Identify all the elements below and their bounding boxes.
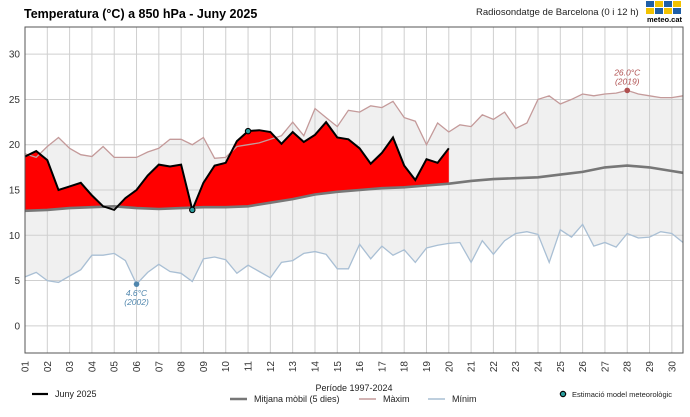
- x-tick-label: 26: [578, 361, 589, 373]
- x-tick-label: 27: [600, 361, 611, 373]
- anomaly-fill: [25, 122, 449, 211]
- legend-label-observed: Juny 2025: [55, 389, 97, 399]
- series-line-min: [24, 223, 684, 286]
- y-tick-label: 5: [14, 276, 20, 287]
- legend-label-mean: Mitjana mòbil (5 dies): [254, 394, 340, 404]
- estimate-point: [189, 206, 196, 214]
- x-tick-label: 29: [645, 361, 656, 373]
- series-line-mean: [24, 164, 684, 213]
- x-tick-label: 11: [244, 361, 255, 372]
- record-point-min: [133, 281, 140, 287]
- x-tick-label: 12: [266, 361, 277, 373]
- record-year-max: (2019): [615, 76, 640, 86]
- x-tick-label: 01: [21, 361, 32, 373]
- x-tick-label: 19: [422, 361, 433, 373]
- y-tick-label: 30: [9, 50, 21, 61]
- x-tick-label: 08: [177, 361, 188, 373]
- x-tick-label: 14: [310, 361, 321, 373]
- x-tick-label: 22: [489, 361, 500, 373]
- points-layer: 26.0°C(2019) 4.6°C(2002): [124, 67, 641, 307]
- x-tick-label: 04: [87, 361, 98, 373]
- plot-frame: [24, 26, 684, 354]
- series-layer: [24, 89, 684, 286]
- y-tick-label: 25: [9, 95, 21, 106]
- y-tick-label: 15: [9, 186, 21, 197]
- x-tick-label: 06: [132, 361, 143, 373]
- meteocat-logo: meteo.cat: [644, 0, 686, 26]
- x-tick-label: 02: [43, 361, 54, 373]
- legend-label-estimate: Estimació model meteorològic: [572, 390, 672, 399]
- x-tick-label: 09: [199, 361, 210, 373]
- record-point-max: [624, 87, 631, 94]
- x-tick-label: 15: [333, 361, 344, 373]
- x-tick-label: 21: [467, 361, 478, 373]
- legend-period-label: Període 1997-2024: [315, 383, 392, 393]
- estimate-point: [244, 127, 252, 135]
- logo-text: meteo.cat: [647, 15, 683, 24]
- legend-label-min: Mínim: [452, 394, 477, 404]
- x-tick-label: 28: [623, 361, 634, 373]
- x-tick-label: 17: [377, 361, 388, 373]
- record-label-min: 4.6°C: [126, 288, 148, 298]
- x-tick-label: 05: [110, 361, 121, 373]
- logo-icon: [646, 1, 681, 14]
- x-tick-label: 10: [221, 361, 232, 373]
- y-tick-label: 0: [14, 321, 20, 332]
- x-tick-label: 18: [400, 361, 411, 373]
- x-tick-label: 23: [511, 361, 522, 373]
- x-tick-label: 30: [667, 361, 678, 373]
- record-label-max: 26.0°C: [613, 67, 641, 77]
- x-tick-label: 03: [65, 361, 76, 373]
- anomaly-fill-layer: [25, 122, 449, 211]
- x-tick-label: 13: [288, 361, 299, 373]
- record-year-min: (2002): [124, 297, 149, 307]
- y-tick-label: 10: [9, 231, 21, 242]
- legend-swatch-estimate: [559, 390, 567, 398]
- series-line-max: [24, 89, 684, 159]
- legend-label-max: Màxim: [383, 394, 410, 404]
- series-line-observed: [24, 120, 450, 214]
- chart-title: Temperatura (°C) a 850 hPa - Juny 2025: [24, 7, 258, 21]
- y-tick-label: 20: [9, 140, 21, 151]
- x-tick-label: 24: [534, 361, 545, 373]
- x-tick-label: 20: [444, 361, 455, 373]
- chart-subtitle: Radiosondatge de Barcelona (0 i 12 h): [476, 7, 639, 18]
- x-tick-label: 25: [556, 361, 567, 373]
- x-tick-label: 07: [154, 361, 165, 373]
- x-tick-label: 16: [355, 361, 366, 373]
